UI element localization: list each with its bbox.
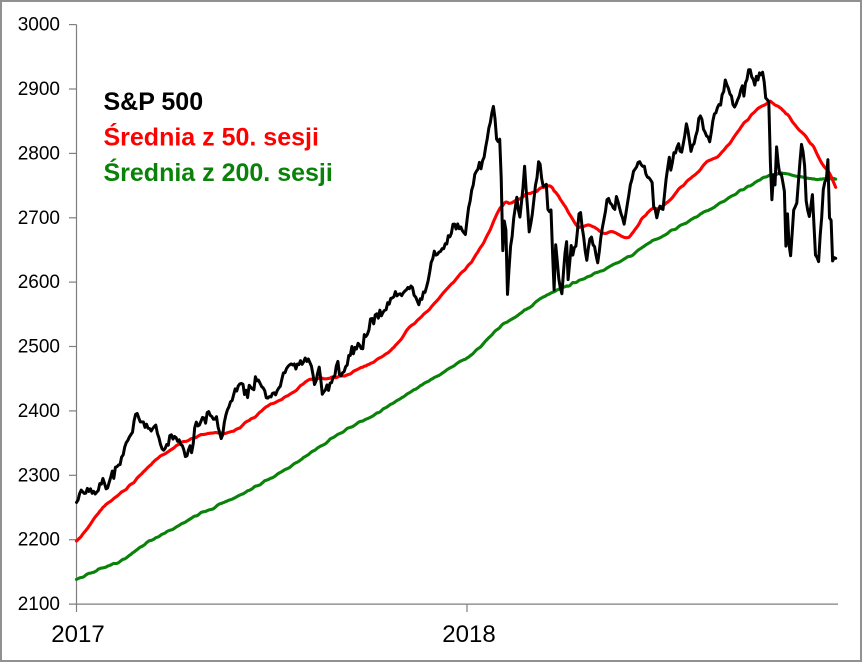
svg-text:2700: 2700 — [18, 208, 60, 229]
svg-text:Średnia z 50. sesji: Średnia z 50. sesji — [104, 122, 319, 152]
svg-text:2600: 2600 — [18, 272, 60, 293]
svg-text:2300: 2300 — [18, 465, 60, 486]
svg-text:2200: 2200 — [18, 530, 60, 551]
svg-text:2900: 2900 — [18, 79, 60, 100]
svg-text:2018: 2018 — [442, 621, 495, 648]
svg-text:Średnia z 200. sesji: Średnia z 200. sesji — [104, 157, 333, 187]
svg-text:3000: 3000 — [18, 15, 60, 36]
svg-text:2017: 2017 — [51, 621, 104, 648]
svg-text:2100: 2100 — [18, 594, 60, 615]
svg-text:S&P 500: S&P 500 — [104, 88, 204, 116]
svg-text:2800: 2800 — [18, 143, 60, 164]
svg-text:2500: 2500 — [18, 337, 60, 358]
svg-text:2400: 2400 — [18, 401, 60, 422]
